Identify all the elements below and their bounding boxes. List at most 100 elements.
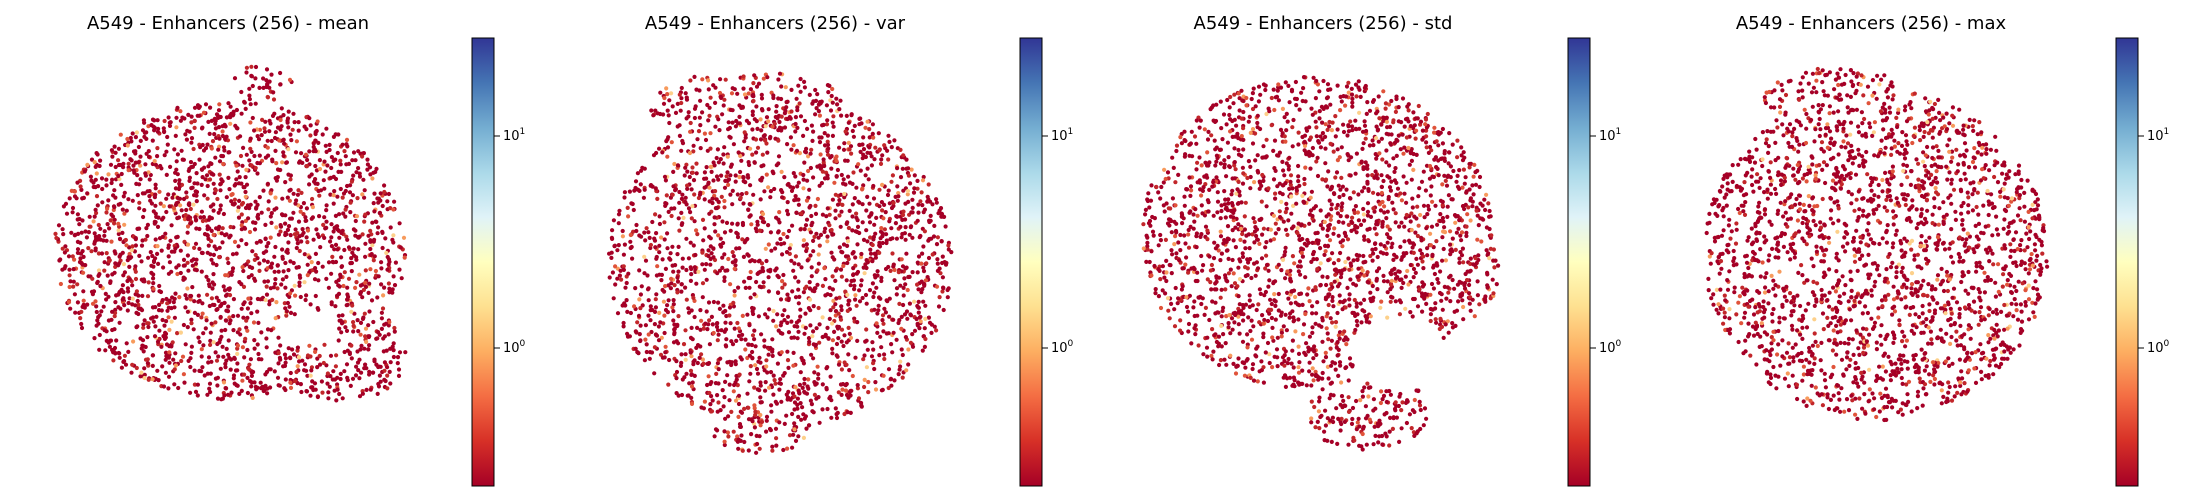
scatter-point bbox=[184, 342, 188, 346]
scatter-point bbox=[330, 255, 334, 259]
colorbar-tick-label: 100 bbox=[1051, 339, 1074, 356]
scatter-point bbox=[309, 302, 313, 306]
scatter-point bbox=[853, 298, 857, 302]
scatter-point bbox=[308, 394, 312, 398]
scatter-point bbox=[168, 121, 172, 125]
scatter-point bbox=[304, 153, 308, 157]
scatter-point bbox=[670, 245, 674, 249]
scatter-point bbox=[186, 224, 190, 228]
scatter-point bbox=[166, 143, 170, 147]
scatter-point bbox=[700, 77, 704, 81]
scatter-point bbox=[774, 110, 778, 114]
scatter-point bbox=[70, 189, 74, 193]
scatter-point bbox=[1489, 233, 1493, 237]
colorbar-tick-label: 101 bbox=[1051, 127, 1073, 144]
scatter-point bbox=[1158, 277, 1162, 281]
scatter-point bbox=[1292, 261, 1296, 265]
scatter-point bbox=[842, 141, 846, 145]
scatter-point bbox=[912, 191, 916, 195]
scatter-point bbox=[1229, 268, 1233, 272]
scatter-point bbox=[830, 87, 834, 91]
scatter-point bbox=[886, 265, 890, 269]
scatter-point bbox=[726, 155, 730, 159]
scatter-point bbox=[1435, 277, 1439, 281]
scatter-point bbox=[871, 348, 875, 352]
scatter-point bbox=[685, 170, 689, 174]
scatter-point bbox=[223, 137, 227, 141]
scatter-point bbox=[229, 391, 233, 395]
scatter-point bbox=[681, 257, 685, 261]
scatter-point bbox=[245, 348, 249, 352]
scatter-point bbox=[690, 187, 694, 191]
scatter-point bbox=[842, 242, 846, 246]
scatter-point bbox=[846, 239, 850, 243]
scatter-point bbox=[809, 148, 813, 152]
scatter-point bbox=[262, 258, 266, 262]
scatter-point bbox=[837, 198, 841, 202]
scatter-point bbox=[904, 335, 908, 339]
scatter-point bbox=[131, 131, 135, 135]
scatter-point bbox=[714, 381, 718, 385]
scatter-point bbox=[924, 261, 928, 265]
scatter-point bbox=[264, 336, 268, 340]
scatter-point bbox=[195, 199, 199, 203]
scatter-point bbox=[391, 345, 395, 349]
scatter-point bbox=[698, 344, 702, 348]
scatter-point bbox=[867, 145, 871, 149]
scatter-point bbox=[619, 269, 623, 273]
scatter-point bbox=[143, 162, 147, 166]
scatter-point bbox=[357, 273, 361, 277]
scatter-point bbox=[156, 225, 160, 229]
scatter-point bbox=[363, 363, 367, 367]
scatter-point bbox=[779, 297, 783, 301]
scatter-point bbox=[351, 320, 355, 324]
scatter-point bbox=[341, 143, 345, 147]
scatter-point bbox=[359, 333, 363, 337]
scatter-point bbox=[730, 360, 734, 364]
scatter-point bbox=[717, 128, 721, 132]
scatter-point bbox=[170, 320, 174, 324]
scatter-point bbox=[257, 261, 261, 265]
scatter-point bbox=[890, 145, 894, 149]
scatter-point bbox=[1348, 356, 1352, 360]
scatter-point bbox=[384, 322, 388, 326]
scatter-point bbox=[387, 281, 391, 285]
scatter-point bbox=[846, 302, 850, 306]
scatter-point bbox=[625, 310, 629, 314]
scatter-point bbox=[836, 336, 840, 340]
scatter-point bbox=[752, 160, 756, 164]
scatter-point bbox=[878, 244, 882, 248]
scatter-point bbox=[361, 392, 365, 396]
scatter-point bbox=[142, 277, 146, 281]
scatter-point bbox=[355, 214, 359, 218]
scatter-point bbox=[331, 369, 335, 373]
scatter-point bbox=[210, 322, 214, 326]
scatter-point bbox=[815, 92, 819, 96]
scatter-point bbox=[1414, 271, 1418, 275]
scatter-point bbox=[381, 306, 385, 310]
scatter-point bbox=[371, 320, 375, 324]
scatter-points bbox=[1141, 75, 1500, 452]
scatter-point bbox=[201, 175, 205, 179]
scatter-point bbox=[818, 140, 822, 144]
scatter-point bbox=[343, 325, 347, 329]
scatter-point bbox=[722, 404, 726, 408]
scatter-point bbox=[315, 129, 319, 133]
scatter-point bbox=[118, 356, 122, 360]
scatter-point bbox=[303, 252, 307, 256]
scatter-point bbox=[871, 295, 875, 299]
scatter-point bbox=[670, 140, 674, 144]
scatter-point bbox=[853, 124, 857, 128]
scatter-point bbox=[813, 383, 817, 387]
scatter-point bbox=[122, 223, 126, 227]
scatter-point bbox=[98, 164, 102, 168]
scatter-point bbox=[95, 310, 99, 314]
scatter-point bbox=[332, 193, 336, 197]
scatter-point bbox=[229, 225, 233, 229]
scatter-point bbox=[1346, 256, 1350, 260]
scatter-point bbox=[249, 163, 253, 167]
scatter-point bbox=[348, 190, 352, 194]
scatter-point bbox=[795, 97, 799, 101]
scatter-point bbox=[836, 411, 840, 415]
scatter-point bbox=[691, 171, 695, 175]
